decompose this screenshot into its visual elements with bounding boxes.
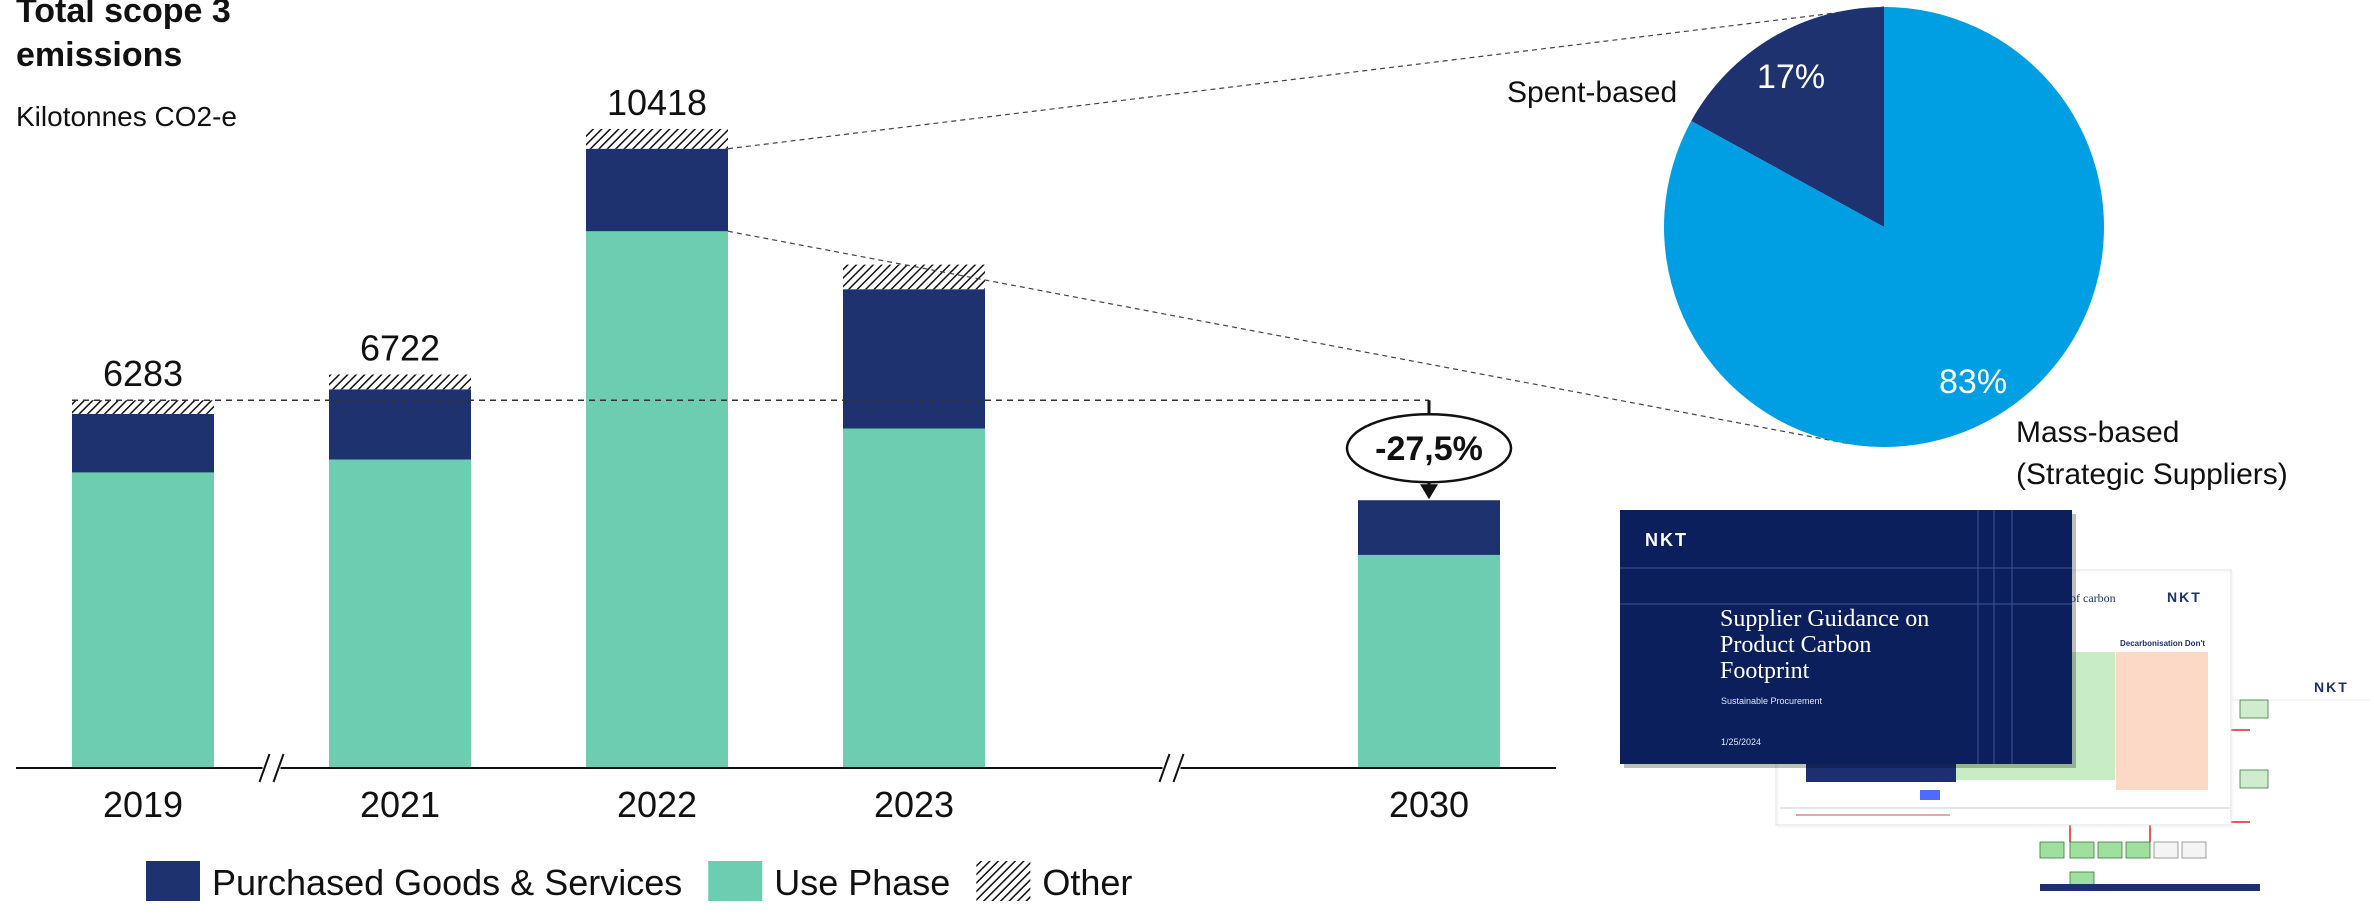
doc-cover-title-line-2: Product Carbon — [1720, 632, 1871, 658]
pie-label-spent-based: Spent-based — [1507, 76, 1677, 109]
doc-back-page-heading: of carbon — [2070, 591, 2116, 605]
legend-swatch-purchased-goods-services — [146, 861, 200, 901]
bar-use-phase-2023 — [843, 428, 985, 768]
pie-label-mass-based-line-1: Mass-based — [2016, 416, 2179, 449]
legend-label-use-phase: Use Phase — [774, 862, 950, 903]
bars-group: 6283 6722 10418 — [72, 82, 1500, 768]
pie-slice-mass-based-strategic-suppliers — [1664, 7, 2104, 447]
x-tick-label-2023: 2023 — [874, 784, 954, 825]
bar-use-phase-2022 — [586, 231, 728, 768]
bar-purchased-goods-services-2023 — [843, 289, 985, 429]
doc-cover-department: Sustainable Procurement — [1721, 696, 1823, 706]
doc-cover-title-line-1: Supplier Guidance on — [1720, 606, 1929, 632]
chart-subtitle: Kilotonnes CO2-e — [16, 101, 237, 132]
axis-break-mark-b-2023 — [1172, 753, 1185, 783]
axis-break-mark-b-2019 — [272, 753, 285, 783]
bar-purchased-goods-services-2019 — [72, 413, 214, 473]
x-tick-label-2019: 2019 — [103, 784, 183, 825]
bar-other-2022 — [586, 128, 728, 149]
pie-connector-bottom — [727, 230, 1851, 445]
pie-pct-spent-based: 17% — [1757, 58, 1825, 96]
change-label: -27,5% — [1375, 430, 1483, 468]
document-thumbnail: NKT of carbon NKT Decarbonisation Don't — [1620, 510, 2370, 905]
bar-purchased-goods-services-2030 — [1358, 500, 1500, 555]
change-ellipse — [1345, 412, 1513, 484]
legend: Purchased Goods & Services Use Phase Other — [146, 861, 1132, 903]
x-tick-label-2030: 2030 — [1389, 784, 1469, 825]
change-arrowhead — [1420, 484, 1438, 500]
pie-label-mass-based-line-2: (Strategic Suppliers) — [2016, 458, 2288, 491]
total-label-2021: 6722 — [360, 328, 440, 369]
legend-label-other: Other — [1042, 862, 1132, 903]
total-label-2022: 10418 — [607, 82, 707, 123]
bar-use-phase-2019 — [72, 472, 214, 768]
doc-side-logo: NKT — [2314, 679, 2349, 695]
pie-pct-mass-based: 83% — [1939, 363, 2007, 401]
doc-cover-title-line-3: Footprint — [1720, 658, 1810, 684]
change-annotation: -27,5% — [1345, 400, 1513, 500]
chart-title-line-2: emissions — [16, 36, 182, 74]
doc-cover-page — [1620, 510, 2072, 764]
doc-cover-date: 1/25/2024 — [1721, 737, 1761, 747]
bar-other-2023 — [843, 264, 985, 290]
bar-use-phase-2021 — [329, 459, 471, 768]
x-tick-label-2022: 2022 — [617, 784, 697, 825]
x-tick-labels: 2019 2021 2022 2023 2030 — [103, 784, 1469, 825]
chart-title-line-1: Total scope 3 — [16, 0, 231, 30]
pie-chart — [1664, 7, 2104, 447]
doc-back-page-column: Decarbonisation Don't — [2120, 639, 2205, 648]
x-tick-label-2021: 2021 — [360, 784, 440, 825]
legend-swatch-other — [976, 861, 1031, 901]
bar-other-2021 — [329, 374, 471, 390]
total-label-2019: 6283 — [103, 353, 183, 394]
legend-swatch-use-phase — [708, 861, 763, 901]
axis-break-mark-a-2023 — [1158, 753, 1171, 783]
bar-use-phase-2030 — [1358, 554, 1500, 768]
bar-other-2019 — [72, 400, 214, 414]
axis-breaks — [258, 752, 1185, 784]
bar-purchased-goods-services-2021 — [329, 389, 471, 460]
doc-back-page-logo: NKT — [2167, 589, 2202, 605]
axis-break-mark-a-2019 — [258, 753, 271, 783]
doc-cover-logo: NKT — [1645, 530, 1688, 550]
legend-label-purchased-goods-services: Purchased Goods & Services — [212, 862, 682, 903]
bar-purchased-goods-services-2022 — [586, 148, 728, 232]
pie-slice-spent-based — [1691, 7, 1884, 227]
